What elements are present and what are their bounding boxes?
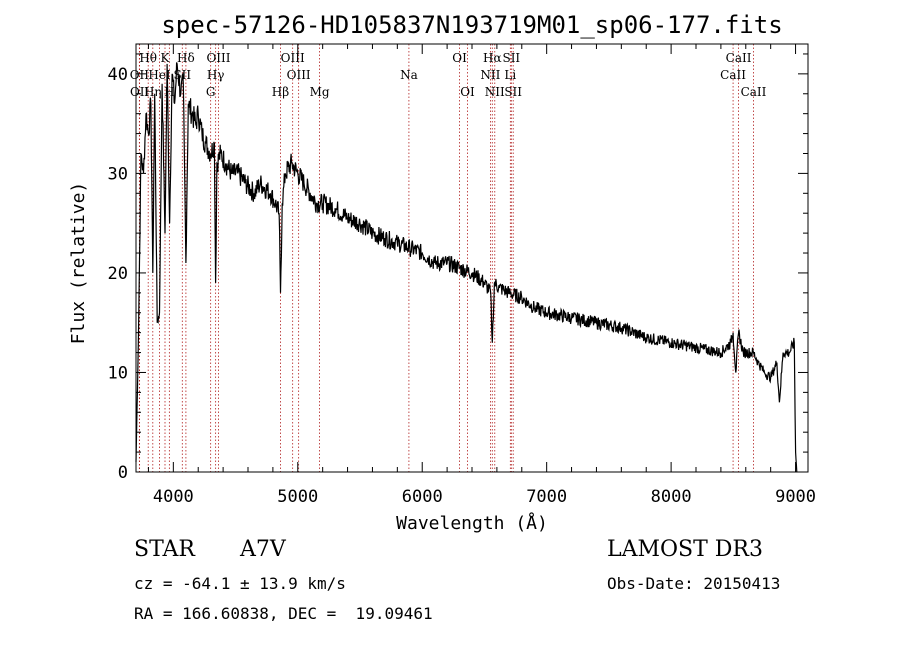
line-marker-label: HeI — [148, 68, 171, 82]
y-tick-label: 20 — [108, 264, 128, 284]
line-marker-label: OII — [130, 68, 150, 82]
survey-name: LAMOST DR3 — [607, 537, 763, 562]
line-marker-label: OIII — [281, 51, 305, 65]
spectral-subclass: A7V — [240, 537, 286, 562]
line-marker-label: OI — [460, 85, 475, 99]
y-tick-label: 10 — [108, 363, 128, 383]
line-marker-label: Hγ — [207, 68, 225, 82]
y-axis-label: Flux (relative) — [68, 182, 89, 345]
line-marker-label: G — [206, 85, 216, 99]
x-axis-ticks: 4000 5000 6000 7000 8000 9000 — [147, 44, 816, 507]
line-marker-label: Hη — [144, 85, 162, 99]
line-markers — [138, 44, 754, 472]
x-tick-label: 7000 — [526, 487, 567, 507]
line-marker-label: Mg — [310, 85, 330, 99]
y-tick-label: 40 — [108, 65, 128, 85]
x-tick-label: 6000 — [402, 487, 443, 507]
y-tick-label: 0 — [118, 463, 128, 483]
line-marker-label: OIII — [206, 51, 230, 65]
plot-frame — [135, 43, 809, 473]
line-marker-label: Na — [400, 68, 418, 82]
x-tick-label: 8000 — [651, 487, 692, 507]
spectrum-line — [135, 62, 798, 473]
coordinates: RA = 166.60838, DEC = 19.09461 — [134, 604, 433, 623]
line-marker-label: Li — [504, 68, 516, 82]
object-class: STAR — [134, 537, 195, 562]
line-marker-label: NII — [485, 85, 505, 99]
line-marker-label: Hα — [483, 51, 502, 65]
line-marker-label: Hδ — [177, 51, 195, 65]
line-marker-label: SII — [502, 51, 520, 65]
x-tick-label: 9000 — [775, 487, 816, 507]
line-marker-label: K — [161, 51, 171, 65]
line-marker-label: Hβ — [272, 85, 289, 99]
line-marker-label: CaII — [741, 85, 767, 99]
line-marker-label: CaII — [720, 68, 746, 82]
x-tick-label: 4000 — [153, 487, 194, 507]
y-axis-ticks: 0 10 20 30 40 — [108, 53, 808, 483]
redshift-text: cz = -64.1 ± 13.9 km/s — [134, 574, 346, 593]
line-marker-label: OIII — [287, 68, 311, 82]
line-marker-label: SII — [504, 85, 522, 99]
line-marker-label: NII — [480, 68, 500, 82]
chart-title: spec-57126-HD105837N193719M01_sp06-177.f… — [161, 11, 782, 39]
y-tick-label: 30 — [108, 164, 128, 184]
line-marker-label: OI — [452, 51, 467, 65]
x-tick-label: 5000 — [277, 487, 318, 507]
x-axis-label: Wavelength (Å) — [396, 512, 548, 534]
line-marker-label: H — [164, 85, 174, 99]
line-marker-label: CaII — [726, 51, 752, 65]
obs-date: Obs-Date: 20150413 — [607, 574, 781, 593]
line-marker-label: OII — [130, 85, 150, 99]
line-marker-label: Hθ — [139, 51, 157, 65]
